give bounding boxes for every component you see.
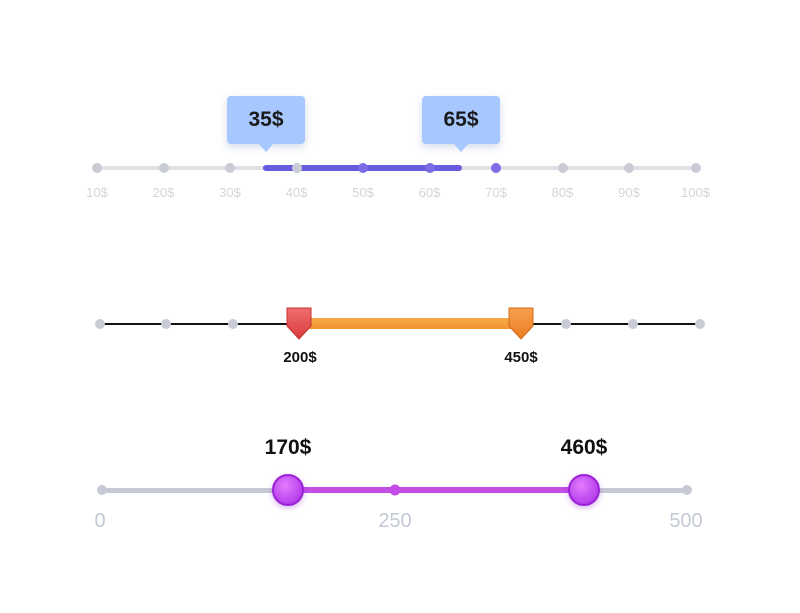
slider3-axis-label-mid: 250 xyxy=(378,510,412,532)
slider1-min-value: 35$ xyxy=(248,108,284,131)
slider3-max-value: 460$ xyxy=(560,436,608,459)
slider3-axis-label-max: 500 xyxy=(669,510,703,532)
slider3-axis-label-min: 0 xyxy=(94,510,106,532)
slider1-tick-dot xyxy=(92,163,102,173)
slider2-tick-dot xyxy=(95,319,105,329)
slider1-tick-label: 60$ xyxy=(418,185,441,200)
slider2-min-handle-shield-icon[interactable] xyxy=(284,306,314,340)
slider2-max-handle-shield-icon[interactable] xyxy=(506,306,536,340)
slider1-tick-dot xyxy=(158,163,169,173)
slider3-end-dot xyxy=(682,485,692,495)
slider2-selected-range[interactable] xyxy=(299,318,521,329)
slider2-max-label: 450$ xyxy=(504,349,538,366)
slider1-tick-label: 50$ xyxy=(352,185,374,200)
slider3-mid-dot xyxy=(389,484,401,496)
slider1-tick-dot xyxy=(225,163,235,173)
slider3-min-handle[interactable] xyxy=(272,474,304,506)
slider1-tick-label: 20$ xyxy=(152,185,175,200)
slider1-tick-label: 90$ xyxy=(618,185,640,200)
slider1-tick-label: 40$ xyxy=(285,185,308,200)
slider1-tick-label: 10$ xyxy=(86,185,108,200)
slider2-tick-dot xyxy=(161,319,171,329)
slider3-min-value: 170$ xyxy=(264,436,312,459)
slider1-tick-dot xyxy=(291,163,302,173)
slider1-max-tooltip[interactable]: 65$ xyxy=(422,96,500,144)
slider1-tick-label: 30$ xyxy=(219,185,241,200)
slider1-tick-dot xyxy=(491,163,501,173)
slider2-min-label: 200$ xyxy=(283,349,317,366)
slider1-tick-label: 70$ xyxy=(485,185,507,200)
slider2-tick-dot xyxy=(628,319,638,329)
slider1-tick-dot xyxy=(557,163,568,173)
slider1-tick-dot xyxy=(424,163,435,173)
slider2-tick-dot xyxy=(695,319,705,329)
slider1-min-tooltip[interactable]: 35$ xyxy=(227,96,305,144)
slider2-tick-dot xyxy=(228,319,238,329)
slider3-start-dot xyxy=(97,485,107,495)
slider1-tick-dot xyxy=(358,163,368,173)
slider3-selected-range[interactable] xyxy=(288,487,584,493)
slider1-tick-dot xyxy=(690,163,701,173)
slider1-max-value: 65$ xyxy=(443,108,479,131)
slider1-tick-label: 80$ xyxy=(551,185,574,200)
slider3-max-handle[interactable] xyxy=(568,474,600,506)
slider1-tick-label: 100$ xyxy=(681,185,710,200)
slider1-tick-dot xyxy=(624,163,634,173)
slider2-tick-dot xyxy=(561,319,571,329)
